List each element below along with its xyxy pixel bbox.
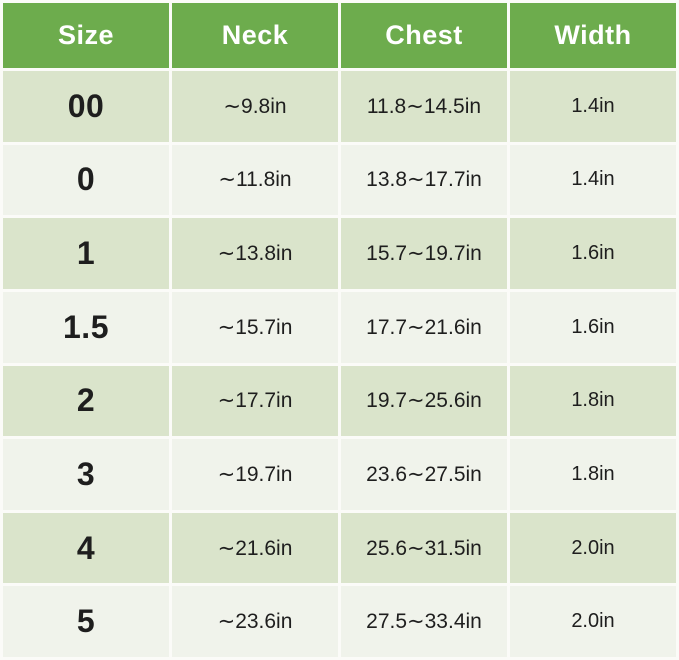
table-row: 0 ∼11.8in 13.8∼17.7in 1.4in [3,144,676,216]
width-cell: 1.8in [510,365,676,437]
width-cell: 1.4in [510,71,676,142]
chest-cell: 27.5∼33.4in [341,586,507,657]
header-row: Size Neck Chest Width [3,3,676,68]
size-cell: 1.5 [3,291,169,363]
size-cell: 00 [3,71,169,142]
size-chart-header: Size Neck Chest Width [3,3,676,68]
size-chart-body: 00 ∼9.8in 11.8∼14.5in 1.4in 0 ∼11.8in 13… [3,71,676,657]
size-cell: 2 [3,365,169,437]
table-row: 00 ∼9.8in 11.8∼14.5in 1.4in [3,71,676,142]
chest-cell: 15.7∼19.7in [341,218,507,289]
chest-cell: 19.7∼25.6in [341,365,507,437]
size-cell: 3 [3,439,169,510]
table-row: 4 ∼21.6in 25.6∼31.5in 2.0in [3,512,676,584]
header-chest: Chest [341,3,507,68]
size-cell: 1 [3,218,169,289]
neck-cell: ∼17.7in [172,365,338,437]
neck-cell: ∼13.8in [172,218,338,289]
neck-cell: ∼15.7in [172,291,338,363]
table-row: 5 ∼23.6in 27.5∼33.4in 2.0in [3,586,676,657]
chest-cell: 25.6∼31.5in [341,512,507,584]
width-cell: 1.6in [510,218,676,289]
chest-cell: 23.6∼27.5in [341,439,507,510]
width-cell: 2.0in [510,512,676,584]
neck-cell: ∼23.6in [172,586,338,657]
table-row: 1 ∼13.8in 15.7∼19.7in 1.6in [3,218,676,289]
table-row: 1.5 ∼15.7in 17.7∼21.6in 1.6in [3,291,676,363]
neck-cell: ∼9.8in [172,71,338,142]
width-cell: 1.4in [510,144,676,216]
size-cell: 0 [3,144,169,216]
neck-cell: ∼21.6in [172,512,338,584]
header-width: Width [510,3,676,68]
table-row: 3 ∼19.7in 23.6∼27.5in 1.8in [3,439,676,510]
neck-cell: ∼11.8in [172,144,338,216]
width-cell: 1.6in [510,291,676,363]
size-cell: 4 [3,512,169,584]
size-cell: 5 [3,586,169,657]
header-size: Size [3,3,169,68]
neck-cell: ∼19.7in [172,439,338,510]
table-row: 2 ∼17.7in 19.7∼25.6in 1.8in [3,365,676,437]
width-cell: 2.0in [510,586,676,657]
chest-cell: 13.8∼17.7in [341,144,507,216]
width-cell: 1.8in [510,439,676,510]
chest-cell: 17.7∼21.6in [341,291,507,363]
chest-cell: 11.8∼14.5in [341,71,507,142]
header-neck: Neck [172,3,338,68]
